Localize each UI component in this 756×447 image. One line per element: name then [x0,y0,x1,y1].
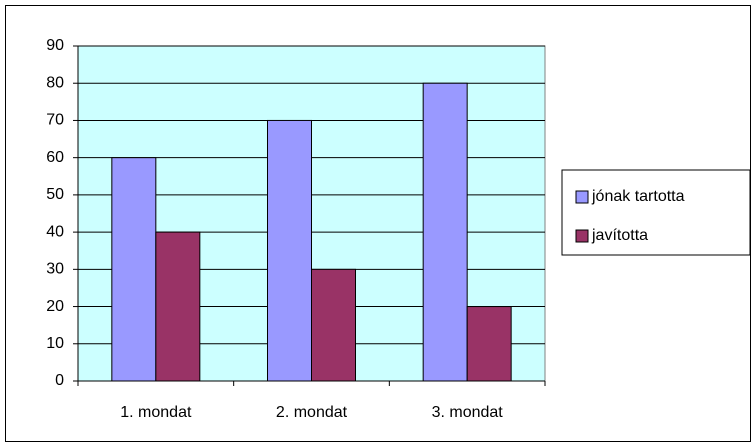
y-tick-label: 70 [46,112,64,129]
y-tick-label: 10 [46,335,64,352]
legend-label: javította [591,227,648,244]
x-tick-label: 2. mondat [276,404,348,421]
y-tick-label: 90 [46,37,64,54]
y-tick-label: 80 [46,74,64,91]
y-tick-label: 20 [46,298,64,315]
legend-swatch [575,229,589,243]
legend-label: jónak tartotta [591,188,685,205]
y-tick-label: 0 [55,372,64,389]
bar [267,119,312,382]
legend-swatch [575,190,589,204]
bar [111,157,157,382]
y-tick-label: 50 [46,186,64,203]
bar [155,231,201,382]
y-tick-label: 30 [46,261,64,278]
bar [311,268,356,382]
y-tick-label: 60 [46,149,64,166]
x-tick-label: 1. mondat [120,404,192,421]
bar [422,82,468,382]
y-tick-label: 40 [46,223,64,240]
bar [466,306,512,382]
legend-box [561,169,751,256]
x-tick-label: 3. mondat [432,404,504,421]
